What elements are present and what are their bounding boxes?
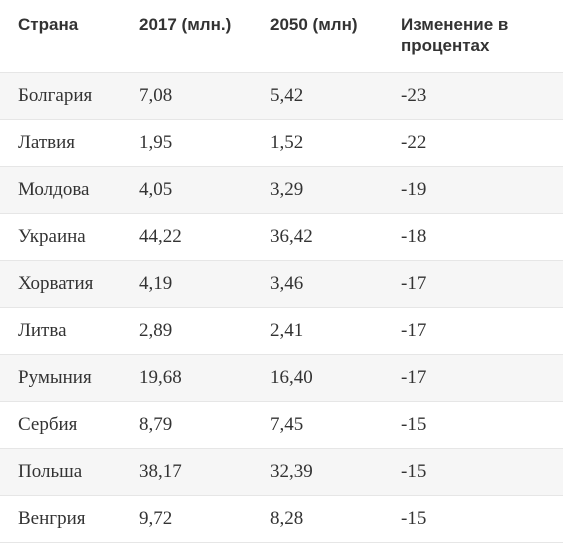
cell-2050: 3,46 <box>270 273 304 294</box>
cell-country: Венгрия <box>18 508 86 529</box>
table-row: Польша 38,17 32,39 -15 <box>0 449 563 496</box>
table-row: Болгария 7,08 5,42 -23 <box>0 73 563 120</box>
header-country: Страна <box>18 15 79 34</box>
table-row: Латвия 1,95 1,52 -22 <box>0 120 563 167</box>
table-row: Хорватия 4,19 3,46 -17 <box>0 261 563 308</box>
cell-country: Латвия <box>18 132 76 153</box>
cell-2050: 36,42 <box>270 226 313 247</box>
cell-change: -23 <box>401 85 427 106</box>
cell-change: -18 <box>401 226 427 247</box>
table-row: Молдова 4,05 3,29 -19 <box>0 167 563 214</box>
cell-2050: 7,45 <box>270 414 304 435</box>
header-change-percent: Изменение в процентах <box>401 15 509 55</box>
cell-2017: 38,17 <box>139 461 182 482</box>
cell-2017: 44,22 <box>139 226 182 247</box>
cell-2017: 4,05 <box>139 179 173 200</box>
cell-change: -15 <box>401 461 427 482</box>
table-header: Страна 2017 (млн.) 2050 (млн) Изменение … <box>0 0 563 73</box>
header-2050: 2050 (млн) <box>270 15 358 34</box>
cell-2017: 1,95 <box>139 132 173 153</box>
cell-change: -17 <box>401 273 427 294</box>
cell-2050: 16,40 <box>270 367 313 388</box>
cell-2017: 4,19 <box>139 273 173 294</box>
cell-2050: 2,41 <box>270 320 304 341</box>
cell-country: Сербия <box>18 414 78 435</box>
cell-change: -22 <box>401 132 427 153</box>
cell-change: -17 <box>401 367 427 388</box>
cell-2017: 7,08 <box>139 85 173 106</box>
cell-2050: 3,29 <box>270 179 304 200</box>
table-body: Болгария 7,08 5,42 -23 Латвия 1,95 1,52 -22 Молд… <box>0 73 563 543</box>
cell-2017: 2,89 <box>139 320 173 341</box>
cell-country: Польша <box>18 461 83 482</box>
cell-change: -15 <box>401 508 427 529</box>
cell-country: Украина <box>18 226 86 247</box>
cell-country: Румыния <box>18 367 92 388</box>
cell-country: Болгария <box>18 85 93 106</box>
table-row: Литва 2,89 2,41 -17 <box>0 308 563 355</box>
cell-country: Хорватия <box>18 273 94 294</box>
cell-2017: 8,79 <box>139 414 173 435</box>
cell-change: -19 <box>401 179 427 200</box>
table-row: Румыния 19,68 16,40 -17 <box>0 355 563 402</box>
cell-change: -15 <box>401 414 427 435</box>
table-row: Украина 44,22 36,42 -18 <box>0 214 563 261</box>
cell-country: Литва <box>18 320 67 341</box>
table-row: Сербия 8,79 7,45 -15 <box>0 402 563 449</box>
cell-country: Молдова <box>18 179 90 200</box>
table-row: Венгрия 9,72 8,28 -15 <box>0 496 563 543</box>
cell-2050: 32,39 <box>270 461 313 482</box>
header-2017: 2017 (млн.) <box>139 15 232 34</box>
cell-2050: 1,52 <box>270 132 304 153</box>
cell-2017: 9,72 <box>139 508 173 529</box>
cell-change: -17 <box>401 320 427 341</box>
cell-2050: 8,28 <box>270 508 304 529</box>
cell-2017: 19,68 <box>139 367 182 388</box>
cell-2050: 5,42 <box>270 85 304 106</box>
